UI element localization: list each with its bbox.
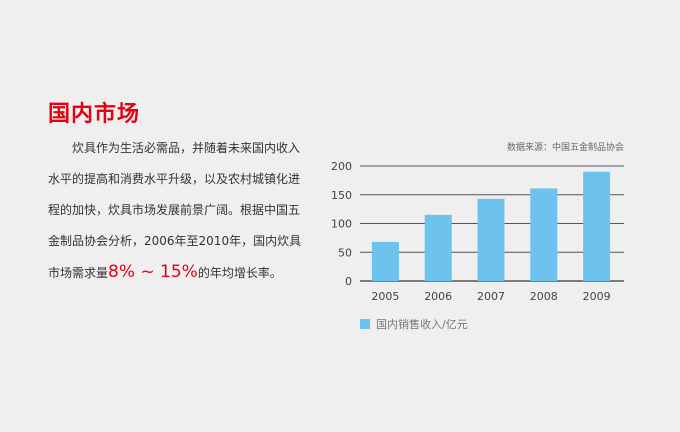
legend-swatch <box>360 319 370 329</box>
x-tick-label: 2006 <box>424 290 452 303</box>
bar-2007 <box>477 198 505 281</box>
paragraph-line: 水平的提高和消费水平升级，以及农村城镇化进 <box>48 172 301 186</box>
bar-2006 <box>424 214 452 281</box>
growth-rate-highlight: 8% ~ 15% <box>108 262 198 282</box>
paragraph-text: 的年均增长率。 <box>197 266 282 280</box>
paragraph-text: 市场需求量 <box>48 266 109 280</box>
x-tick-label: 2008 <box>530 290 558 303</box>
paragraph-line: 炊具作为生活必需品，并随着未来国内收入 <box>72 141 301 155</box>
paragraph-line: 程的加快，炊具市场发展前景广阔。根据中国五 <box>48 203 301 217</box>
bar-2005 <box>371 241 399 281</box>
y-tick-label: 100 <box>331 218 352 231</box>
bar-2008 <box>530 188 558 281</box>
y-tick-label: 150 <box>331 189 352 202</box>
bar-2009 <box>583 171 611 281</box>
paragraph-line: 金制品协会分析，2006年至2010年，国内炊具 <box>48 234 302 248</box>
data-source-note: 数据来源：中国五金制品协会 <box>506 143 624 153</box>
section-title: 国内市场 <box>48 102 141 127</box>
legend-label: 国内销售收入/亿元 <box>376 318 468 331</box>
x-tick-label: 2007 <box>477 290 505 303</box>
paragraph-last-line: 市场需求量8% ~ 15%的年均增长率。 <box>48 257 318 289</box>
x-tick-label: 2009 <box>583 290 611 303</box>
market-description: 炊具作为生活必需品，并随着未来国内收入 水平的提高和消费水平升级，以及农村城镇化… <box>48 133 318 289</box>
y-tick-label: 200 <box>331 160 352 173</box>
x-tick-label: 2005 <box>371 290 399 303</box>
chart-legend: 国内销售收入/亿元 <box>360 316 468 332</box>
y-tick-label: 50 <box>338 246 352 259</box>
y-tick-label: 0 <box>345 275 352 288</box>
